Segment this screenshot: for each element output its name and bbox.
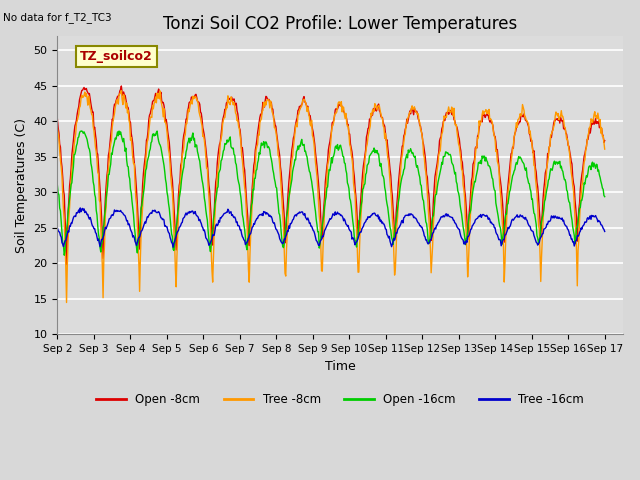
Open -16cm	[54, 183, 61, 189]
Tree -16cm	[601, 228, 609, 234]
Line: Tree -8cm: Tree -8cm	[58, 91, 605, 302]
Tree -16cm	[415, 220, 423, 226]
Tree -16cm	[54, 225, 61, 231]
Tree -16cm	[399, 220, 407, 226]
Tree -8cm	[118, 88, 125, 94]
Tree -8cm	[601, 146, 609, 152]
Tree -8cm	[415, 118, 423, 124]
Legend: Open -8cm, Tree -8cm, Open -16cm, Tree -16cm: Open -8cm, Tree -8cm, Open -16cm, Tree -…	[92, 388, 589, 410]
Open -16cm	[601, 194, 609, 200]
Open -8cm	[206, 188, 214, 194]
Open -16cm	[177, 186, 184, 192]
Open -8cm	[118, 83, 125, 89]
X-axis label: Time: Time	[324, 360, 356, 372]
Open -8cm	[399, 143, 407, 149]
Text: TZ_soilco2: TZ_soilco2	[80, 50, 153, 63]
Tree -8cm	[177, 176, 184, 181]
Open -8cm	[122, 93, 129, 98]
Tree -16cm	[206, 242, 214, 248]
Tree -8cm	[63, 300, 70, 305]
Open -8cm	[415, 117, 423, 123]
Line: Tree -16cm: Tree -16cm	[58, 208, 605, 247]
Tree -16cm	[120, 212, 128, 218]
Y-axis label: Soil Temperatures (C): Soil Temperatures (C)	[15, 118, 28, 252]
Tree -8cm	[122, 99, 129, 105]
Open -16cm	[415, 171, 423, 177]
Tree -8cm	[206, 207, 214, 213]
Title: Tonzi Soil CO2 Profile: Lower Temperatures: Tonzi Soil CO2 Profile: Lower Temperatur…	[163, 15, 517, 33]
Line: Open -8cm: Open -8cm	[58, 86, 605, 264]
Open -8cm	[177, 162, 184, 168]
Open -8cm	[64, 210, 72, 216]
Tree -16cm	[177, 222, 184, 228]
Open -16cm	[64, 209, 72, 215]
Open -16cm	[206, 244, 214, 250]
Tree -16cm	[76, 205, 84, 211]
Open -8cm	[63, 262, 70, 267]
Open -16cm	[122, 148, 129, 154]
Tree -8cm	[54, 126, 61, 132]
Open -8cm	[601, 138, 609, 144]
Open -16cm	[78, 128, 86, 134]
Tree -16cm	[169, 244, 177, 250]
Tree -16cm	[63, 231, 71, 237]
Text: No data for f_T2_TC3: No data for f_T2_TC3	[3, 12, 112, 23]
Line: Open -16cm: Open -16cm	[58, 131, 605, 255]
Open -16cm	[399, 171, 407, 177]
Open -8cm	[54, 117, 61, 122]
Tree -8cm	[64, 239, 72, 244]
Tree -8cm	[399, 146, 407, 152]
Open -16cm	[60, 252, 68, 258]
